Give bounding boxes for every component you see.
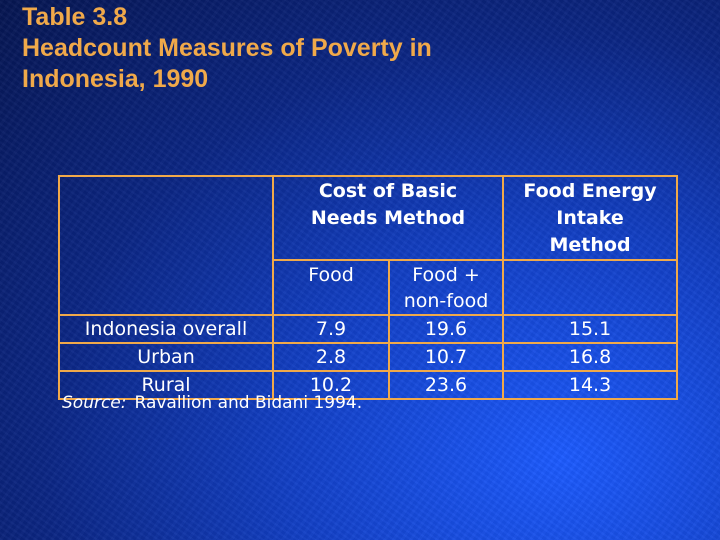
cell-food-nonfood: 10.7: [387, 342, 505, 372]
cell-food-nonfood: 19.6: [387, 314, 505, 344]
cell-food-nonfood: 23.6: [387, 370, 505, 400]
subheader-food-nonfood-line-1: Food +: [412, 264, 480, 286]
source-label: Source:: [62, 393, 127, 413]
cell-food: 10.2: [272, 370, 390, 400]
source-text: Ravallion and Bidani 1994.: [134, 393, 363, 413]
subheader-food-nonfood: Food + non-food: [387, 259, 505, 316]
header-fei-line-2: Intake: [556, 207, 624, 229]
header-cbn-line-1: Cost of Basic: [318, 180, 458, 202]
subheader-food: Food: [272, 259, 390, 316]
cell-fei: 15.1: [502, 314, 679, 344]
corner-cell: [58, 175, 274, 260]
table-row: Indonesia overall 7.9 19.6 15.1: [58, 314, 679, 344]
cell-food: 7.9: [272, 314, 390, 344]
table-row: Urban 2.8 10.7 16.8: [58, 342, 679, 372]
subheader-fei-empty: [502, 259, 679, 316]
header-row: Cost of Basic Needs Method Food Energy I…: [58, 175, 679, 261]
table-row: Rural 10.2 23.6 14.3: [58, 370, 679, 400]
header-fei: Food Energy Intake Method: [502, 175, 679, 261]
header-cbn: Cost of Basic Needs Method: [271, 175, 505, 261]
cell-fei: 16.8: [502, 342, 679, 372]
row-label: Indonesia overall: [58, 314, 274, 344]
title-line-1: Table 3.8: [22, 3, 128, 31]
source-note: Source: Ravallion and Bidani 1994.: [62, 393, 362, 413]
cell-food: 2.8: [272, 342, 390, 372]
row-label: Rural: [58, 370, 274, 400]
row-label: Urban: [58, 342, 274, 372]
poverty-table-container: Cost of Basic Needs Method Food Energy I…: [58, 175, 679, 400]
title-line-2: Headcount Measures of Poverty in: [22, 34, 432, 62]
subheader-food-nonfood-line-2: non-food: [403, 290, 489, 312]
cell-fei: 14.3: [502, 370, 679, 400]
header-cbn-line-2: Needs Method: [310, 207, 466, 229]
poverty-table: Cost of Basic Needs Method Food Energy I…: [58, 175, 679, 400]
title-line-3: Indonesia, 1990: [22, 65, 209, 93]
header-fei-line-1: Food Energy: [523, 180, 657, 202]
corner-cell-lower: [58, 260, 274, 316]
subheader-row: Food Food + non-food: [58, 259, 679, 316]
slide-title: Table 3.8 Headcount Measures of Poverty …: [22, 2, 432, 95]
header-fei-line-3: Method: [549, 234, 631, 256]
